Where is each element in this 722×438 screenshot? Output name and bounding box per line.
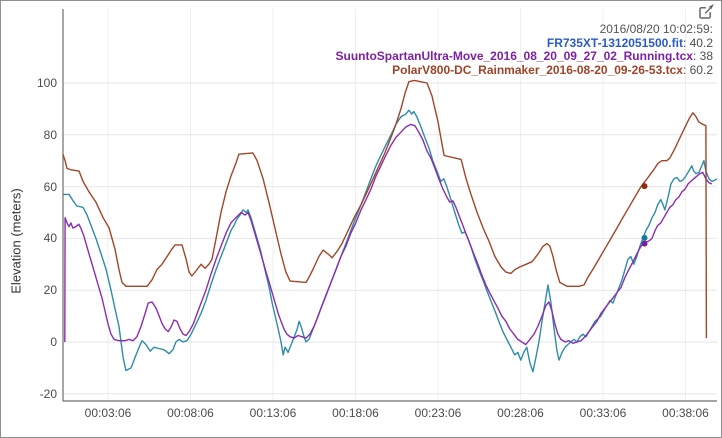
legend-row-fr735xt: FR735XT-1312051500.fit: 40.2 [335, 35, 713, 51]
y-tick-label: 100 [36, 76, 57, 90]
y-tick-label: 60 [43, 179, 57, 194]
export-expand-icon[interactable] [698, 4, 714, 20]
y-tick-label: 40 [43, 231, 57, 246]
x-tick-label: 00:13:06 [249, 406, 297, 420]
x-tick-label: 00:18:06 [332, 406, 379, 420]
series-value-fr735xt: : 40.2 [682, 35, 713, 50]
x-tick-label: 00:28:06 [497, 406, 544, 420]
x-tick-label: 00:38:06 [662, 406, 709, 420]
series-line-2 [62, 79, 708, 339]
x-tick-label: 00:33:06 [579, 406, 627, 420]
hover-timestamp: 2016/08/20 10:02:59: [599, 22, 713, 36]
series-label-fr735xt: FR735XT-1312051500.fit [546, 35, 683, 50]
legend-row-suunto: SuuntoSpartanUltra-Move_2016_08_20_09_27… [335, 49, 713, 64]
x-tick-label: 00:03:06 [84, 406, 132, 420]
y-tick-label: 0 [50, 335, 57, 349]
y-tick-label: -20 [39, 386, 57, 401]
y-tick-label: 20 [43, 283, 57, 298]
legend-row-polar: PolarV800-DC_Rainmaker_2016-08-20_09-26-… [335, 62, 713, 78]
series-label-suunto: SuuntoSpartanUltra-Move_2016_08_20_09_27… [335, 49, 693, 63]
y-tick-label: 80 [43, 127, 57, 142]
x-tick-label: 00:23:06 [414, 406, 462, 420]
series-line-0 [62, 109, 718, 373]
hover-legend: 2016/08/20 10:02:59: FR735XT-1312051500.… [335, 22, 713, 78]
edit-square-icon [699, 4, 714, 19]
series-value-polar: : 60.2 [682, 62, 713, 77]
hover-marker-0 [641, 234, 648, 241]
series-value-suunto: : 38 [692, 49, 713, 63]
series-label-polar: PolarV800-DC_Rainmaker_2016-08-20_09-26-… [392, 62, 683, 77]
x-tick-label: 00:08:06 [167, 406, 214, 420]
series-line-1 [64, 123, 713, 346]
hover-marker-2 [641, 183, 648, 190]
hover-marker-1 [641, 240, 648, 247]
